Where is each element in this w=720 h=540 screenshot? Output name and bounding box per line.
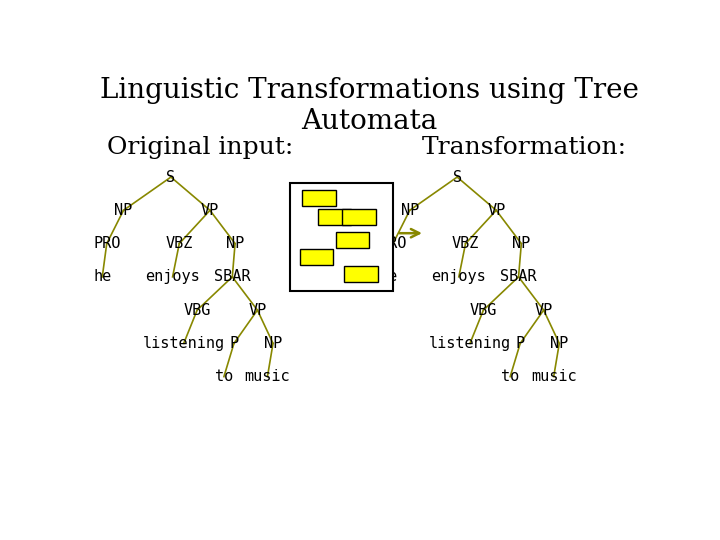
- Text: NP: NP: [400, 203, 419, 218]
- Text: listening: listening: [429, 336, 511, 351]
- Text: PRO: PRO: [93, 236, 120, 251]
- Text: SBAR: SBAR: [500, 269, 537, 285]
- Text: music: music: [245, 369, 290, 384]
- Text: music: music: [531, 369, 577, 384]
- Text: SBAR: SBAR: [214, 269, 251, 285]
- Text: S: S: [453, 170, 462, 185]
- Text: VP: VP: [248, 302, 266, 318]
- Bar: [300, 249, 333, 265]
- Text: P: P: [516, 336, 525, 351]
- Text: to: to: [215, 369, 233, 384]
- Text: VBZ: VBZ: [166, 236, 193, 251]
- Text: VP: VP: [201, 203, 219, 218]
- Bar: [289, 183, 393, 292]
- Text: Linguistic Transformations using Tree
Automata: Linguistic Transformations using Tree Au…: [99, 77, 639, 136]
- Text: NP: NP: [264, 336, 282, 351]
- Text: VP: VP: [487, 203, 505, 218]
- Text: Transformation:: Transformation:: [422, 137, 627, 159]
- Text: PRO: PRO: [379, 236, 407, 251]
- Text: listening: listening: [143, 336, 225, 351]
- Text: VP: VP: [534, 302, 553, 318]
- Text: he: he: [379, 269, 397, 285]
- Bar: [342, 209, 376, 225]
- Bar: [336, 232, 369, 248]
- Text: NP: NP: [114, 203, 132, 218]
- Text: VBG: VBG: [184, 302, 211, 318]
- Text: NP: NP: [226, 236, 244, 251]
- Text: he: he: [93, 269, 112, 285]
- Text: enjoys: enjoys: [145, 269, 200, 285]
- Text: NP: NP: [550, 336, 568, 351]
- Bar: [318, 209, 351, 225]
- Text: enjoys: enjoys: [431, 269, 486, 285]
- Bar: [344, 266, 378, 282]
- Text: VBZ: VBZ: [452, 236, 480, 251]
- Text: to: to: [501, 369, 519, 384]
- Text: P: P: [230, 336, 238, 351]
- Bar: [302, 191, 336, 206]
- Text: S: S: [166, 170, 176, 185]
- Text: VBG: VBG: [469, 302, 497, 318]
- Text: NP: NP: [512, 236, 531, 251]
- Text: Original input:: Original input:: [107, 137, 293, 159]
